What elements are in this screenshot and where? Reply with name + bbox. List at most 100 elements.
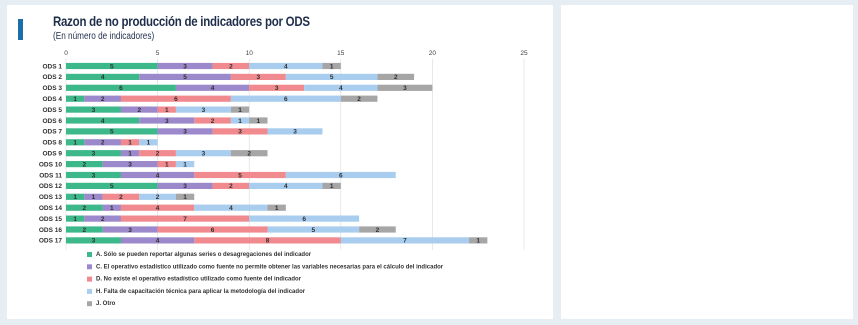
bar-segment <box>66 62 158 70</box>
data-label: 3 <box>128 227 132 234</box>
data-label: 1 <box>73 140 77 147</box>
category-label: ODS 15 <box>39 216 63 223</box>
data-label: 6 <box>119 85 123 92</box>
bar-segment <box>139 73 231 80</box>
data-label: 3 <box>183 183 187 190</box>
bar-segment <box>66 117 140 124</box>
data-label: 7 <box>403 238 407 245</box>
x-tick-label: 5 <box>156 50 160 57</box>
data-label: 7 <box>183 216 187 223</box>
data-label: 2 <box>83 227 87 234</box>
data-label: 3 <box>275 85 279 92</box>
bar-segment <box>230 95 341 102</box>
data-label: 3 <box>128 161 132 168</box>
category-label: ODS 13 <box>39 194 63 201</box>
bar-segment <box>194 237 341 244</box>
data-label: 2 <box>101 96 105 103</box>
category-label: ODS 17 <box>39 238 63 245</box>
data-label: 3 <box>403 85 407 92</box>
data-label: 2 <box>83 205 87 212</box>
data-label: 1 <box>330 63 334 70</box>
legend-entry: C. El operativo estadístico utilizado co… <box>96 264 444 270</box>
bar-segment <box>175 150 231 157</box>
data-label: 5 <box>110 63 114 70</box>
data-label: 2 <box>119 194 123 201</box>
legend-swatch <box>87 301 92 307</box>
bar-segment <box>230 117 250 124</box>
category-label: ODS 12 <box>39 183 63 190</box>
data-label: 1 <box>92 194 96 201</box>
data-label: 1 <box>275 205 279 212</box>
data-label: 5 <box>312 227 316 234</box>
data-label: 5 <box>110 129 114 136</box>
data-label: 1 <box>183 161 187 168</box>
data-label: 2 <box>101 140 105 147</box>
bar-segment <box>66 171 121 179</box>
data-label: 2 <box>211 118 215 125</box>
data-label: 1 <box>73 194 77 201</box>
bar-segment <box>102 204 121 211</box>
data-label: 2 <box>357 96 361 103</box>
data-label: 1 <box>147 140 151 147</box>
data-label: 4 <box>284 183 288 190</box>
bar-segment <box>249 182 323 189</box>
data-label: 2 <box>229 183 233 190</box>
data-label: 2 <box>156 151 160 158</box>
bar-segment <box>66 204 103 211</box>
bar-segment <box>377 84 433 91</box>
legend-entry: A. Sólo se pueden reportar algunas serie… <box>96 252 312 258</box>
bar-segment <box>212 128 268 135</box>
data-label: 3 <box>202 151 206 158</box>
bar-segment <box>340 237 470 244</box>
bar-segment <box>66 226 103 233</box>
data-label: 6 <box>302 216 306 223</box>
bar-segment <box>157 106 176 113</box>
data-label: 4 <box>156 172 160 179</box>
chart-panel: Razon de no producción de indicadores po… <box>7 5 553 319</box>
data-label: 4 <box>156 205 160 212</box>
data-label: 1 <box>165 107 169 114</box>
data-label: 2 <box>394 74 398 81</box>
bar-segment <box>66 193 85 200</box>
data-label: 1 <box>73 216 77 223</box>
data-label: 2 <box>247 151 251 158</box>
data-label: 6 <box>339 172 343 179</box>
data-label: 2 <box>229 63 233 70</box>
bar-segment <box>120 95 231 102</box>
bar-segment <box>175 161 195 168</box>
bar-segment <box>230 106 250 113</box>
data-label: 6 <box>211 227 215 234</box>
data-label: 2 <box>376 227 380 234</box>
bar-segment <box>102 226 158 233</box>
legend-entry: H. Falta de capacitación técnica para ap… <box>96 289 306 295</box>
bar-segment <box>469 237 488 244</box>
bar-segment <box>267 128 323 135</box>
bar-segment <box>139 150 176 157</box>
category-label: ODS 10 <box>39 161 63 168</box>
bar-segment <box>66 161 103 168</box>
legend-swatch <box>87 276 92 282</box>
bar-segment <box>102 161 158 168</box>
bar-segment <box>120 215 250 222</box>
data-label: 2 <box>156 194 160 201</box>
bar-segment <box>377 73 415 80</box>
data-label: 2 <box>101 216 105 223</box>
data-label: 3 <box>293 129 297 136</box>
bar-segment <box>212 182 250 189</box>
bar-segment <box>194 171 286 179</box>
data-label: 1 <box>238 118 242 125</box>
empty-panel <box>561 5 853 319</box>
bar-segment <box>84 215 121 222</box>
category-label: ODS 1 <box>42 63 62 70</box>
category-label: ODS 8 <box>42 140 62 147</box>
bar-segment <box>157 128 213 135</box>
data-label: 1 <box>73 96 77 103</box>
bar-segment <box>120 150 140 157</box>
data-label: 1 <box>330 183 334 190</box>
chart-subtitle: (En número de indicadores) <box>53 31 155 42</box>
data-label: 1 <box>238 107 242 114</box>
bar-segment <box>66 128 158 135</box>
data-label: 6 <box>174 96 178 103</box>
bar-segment <box>66 237 121 244</box>
data-label: 3 <box>238 129 242 136</box>
